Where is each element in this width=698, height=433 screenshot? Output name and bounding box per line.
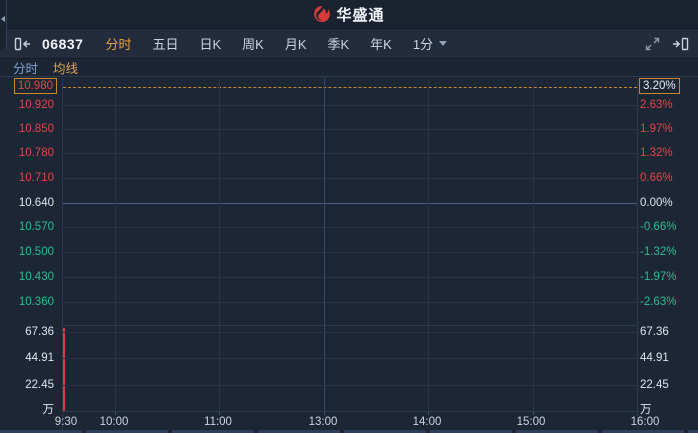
current-price-dotted-line xyxy=(63,87,637,88)
pct-axis-label: 1.32% xyxy=(640,147,673,159)
brand-flame-icon xyxy=(313,5,331,23)
pct-axis-label: 0.00% xyxy=(640,197,673,209)
time-gridline xyxy=(219,78,220,325)
kline-tabs: 分时 五日 日K 周K 月K 季K 年K xyxy=(105,34,391,53)
left-price-axis: 10.980 10.920 10.850 10.780 10.710 10.640 10.5… xyxy=(0,78,57,433)
interval-dropdown[interactable]: 1分 xyxy=(412,34,448,53)
price-axis-label: 10.980 xyxy=(13,78,57,94)
toolbar-right-icons xyxy=(645,29,689,58)
price-gridline xyxy=(63,277,637,278)
panel-arrow-icon xyxy=(1,16,5,22)
price-axis-label: 10.500 xyxy=(18,246,54,258)
top-logo-bar: 华盛通 xyxy=(0,0,698,29)
volume-gridline xyxy=(63,332,637,333)
volume-axis-label: 67.36 xyxy=(25,326,54,338)
price-axis-label: 10.780 xyxy=(18,147,54,159)
volume-axis-label: 22.45 xyxy=(640,379,669,391)
volume-unit-label: 万 xyxy=(640,404,652,416)
pct-axis-label: -1.32% xyxy=(640,246,677,258)
axis-tick xyxy=(219,412,220,415)
brand-name: 华盛通 xyxy=(336,6,385,24)
chart-region: 10.980 10.920 10.850 10.780 10.710 10.640 10.5… xyxy=(0,78,698,433)
collapse-left-panel-icon[interactable] xyxy=(14,37,31,51)
price-axis-label: 10.640 xyxy=(18,197,54,209)
price-gridline xyxy=(63,302,637,303)
price-axis-label: 10.920 xyxy=(18,99,54,111)
axis-tick xyxy=(428,412,429,415)
right-percent-axis: 3.20% 2.63% 1.97% 1.32% 0.66% 0.00% -0.66% -1.3… xyxy=(639,78,698,433)
price-axis-label: 10.710 xyxy=(18,172,54,184)
price-gridline xyxy=(63,227,637,228)
tab-年K[interactable]: 年K xyxy=(370,37,392,52)
chart-toolbar: 06837 分时 五日 日K 周K 月K 季K 年K 1分 xyxy=(0,29,698,59)
subtab-均线[interactable]: 均线 xyxy=(53,62,79,76)
price-pane xyxy=(63,78,637,325)
axis-tick xyxy=(533,412,534,415)
volume-gridline xyxy=(63,385,637,386)
tab-周K[interactable]: 周K xyxy=(242,37,264,52)
axis-tick xyxy=(324,412,325,415)
time-axis-label: 16:00 xyxy=(630,416,660,428)
fullscreen-expand-icon[interactable] xyxy=(645,37,660,51)
pct-axis-label: -1.97% xyxy=(640,271,677,283)
time-axis-label: 9:30 xyxy=(54,416,78,428)
axis-tick xyxy=(115,412,116,415)
volume-axis-label: 44.91 xyxy=(640,352,669,364)
tab-季K[interactable]: 季K xyxy=(327,37,350,52)
time-gridline xyxy=(115,78,116,325)
price-gridline xyxy=(63,105,637,106)
price-gridline xyxy=(63,252,637,253)
pct-axis-label: -0.66% xyxy=(640,221,677,233)
time-gridline xyxy=(428,78,429,325)
price-gridline xyxy=(63,178,637,179)
volume-bar xyxy=(63,328,65,411)
volume-gridline xyxy=(63,358,637,359)
time-axis-label: 13:00 xyxy=(308,416,338,428)
indicator-subtabs: 分时 均线 xyxy=(0,59,698,77)
time-gridline xyxy=(428,326,429,411)
stock-code: 06837 xyxy=(42,35,84,52)
pct-axis-label: 2.63% xyxy=(640,99,673,111)
price-axis-label: 10.430 xyxy=(18,271,54,283)
time-axis xyxy=(63,412,637,430)
price-axis-label: 10.570 xyxy=(18,221,54,233)
chevron-down-icon xyxy=(439,41,448,46)
price-axis-label: 10.850 xyxy=(18,123,54,135)
pct-axis-label: -2.63% xyxy=(640,296,677,308)
pct-axis-label: 3.20% xyxy=(639,78,680,94)
open-right-panel-icon[interactable] xyxy=(672,37,689,51)
time-axis-label: 10:00 xyxy=(99,416,129,428)
interval-value: 1分 xyxy=(412,37,434,52)
time-gridline xyxy=(533,78,534,325)
time-gridline xyxy=(324,326,325,411)
bottom-panel-edge xyxy=(0,430,698,433)
time-axis-label: 14:00 xyxy=(412,416,442,428)
time-gridline xyxy=(115,326,116,411)
time-axis-label: 11:00 xyxy=(204,416,232,428)
collapsed-side-panel-edge[interactable] xyxy=(0,0,7,49)
volume-axis-label: 67.36 xyxy=(640,326,669,338)
time-gridline xyxy=(533,326,534,411)
tab-分时[interactable]: 分时 xyxy=(105,37,132,52)
volume-unit-label: 万 xyxy=(42,404,55,416)
price-axis-label: 10.360 xyxy=(18,296,54,308)
volume-axis-label: 22.45 xyxy=(25,379,54,391)
price-gridline xyxy=(63,153,637,154)
pct-axis-label: 0.66% xyxy=(640,172,673,184)
subtab-分时[interactable]: 分时 xyxy=(13,62,39,76)
plot-area[interactable] xyxy=(62,78,638,430)
volume-axis-label: 44.91 xyxy=(25,352,54,364)
time-axis-label: 15:00 xyxy=(516,416,546,428)
price-gridline xyxy=(63,129,637,130)
tab-月K[interactable]: 月K xyxy=(284,37,307,52)
volume-pane xyxy=(63,325,637,412)
tab-五日[interactable]: 五日 xyxy=(152,37,179,52)
tab-日K[interactable]: 日K xyxy=(199,37,222,52)
time-gridline xyxy=(324,78,325,325)
price-gridline xyxy=(63,203,637,204)
pct-axis-label: 1.97% xyxy=(640,123,673,135)
time-gridline xyxy=(219,326,220,411)
